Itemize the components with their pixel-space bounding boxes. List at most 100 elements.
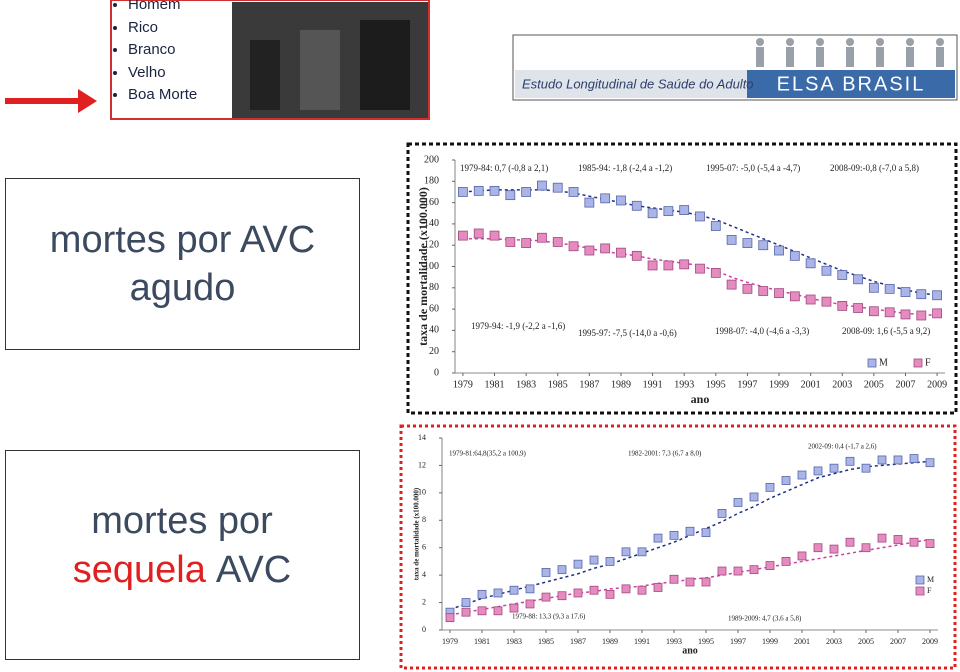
logo-figures (756, 38, 944, 67)
x-tick-label: 2007 (890, 637, 906, 646)
point (733, 498, 743, 507)
point (647, 260, 658, 271)
bullet: Boa Morte (128, 84, 197, 107)
y-tick-label: 100 (424, 261, 439, 272)
trend-line (462, 238, 938, 317)
point (805, 294, 816, 305)
x-tick-label: 2003 (826, 637, 842, 646)
x-tick-label: 1987 (579, 379, 599, 390)
bullet: Homem (128, 0, 197, 17)
y-axis-label: taxa de mortalidade (x100.000) (416, 187, 430, 346)
point (685, 577, 695, 587)
point (877, 533, 887, 543)
point (717, 566, 727, 576)
point (845, 456, 855, 466)
x-tick-label: 1981 (485, 379, 505, 390)
point (726, 234, 737, 245)
point (541, 568, 551, 577)
point (884, 307, 895, 318)
point (900, 287, 911, 297)
x-axis-label: ano (682, 645, 698, 656)
x-tick-label: 2005 (858, 637, 874, 646)
y-tick-label: 4 (422, 570, 426, 579)
point (669, 574, 679, 584)
point (525, 599, 535, 609)
point (733, 566, 743, 576)
x-tick-label: 1981 (474, 637, 490, 646)
y-tick-label: 14 (418, 433, 426, 442)
legend-label: F (927, 586, 932, 595)
point (925, 458, 935, 468)
point (813, 466, 823, 476)
point (521, 187, 532, 197)
point (521, 238, 532, 248)
point (584, 245, 595, 256)
box-text-highlight: sequela (73, 549, 207, 591)
point (477, 606, 487, 616)
point (679, 259, 690, 270)
annotation: 1985-94: -1,8 (-2,4 a -1,2) (578, 163, 672, 173)
point (821, 296, 832, 307)
chart-frame (399, 424, 957, 670)
logo-band (515, 70, 747, 98)
x-tick-label: 1979 (442, 637, 458, 646)
point (853, 303, 863, 313)
annotation: 1979-81:64,8(35,2 a 100,9) (449, 450, 526, 458)
point (789, 250, 800, 261)
y-tick-label: 140 (424, 218, 439, 229)
x-tick-label: 1993 (674, 379, 694, 390)
y-tick-label: 12 (418, 460, 426, 469)
x-tick-label: 1997 (737, 379, 757, 390)
point (868, 282, 879, 293)
y-tick-label: 0 (434, 367, 439, 378)
point (774, 288, 784, 299)
logo-name-band (747, 70, 955, 98)
bullet: Branco (128, 39, 197, 62)
legend-label: M (927, 575, 934, 584)
legend-swatch (915, 575, 925, 585)
point (805, 258, 816, 269)
point (742, 238, 753, 248)
point (605, 557, 615, 566)
y-tick-label: 8 (422, 515, 426, 524)
point (568, 187, 579, 197)
point (489, 230, 500, 241)
point (861, 543, 871, 553)
point (589, 585, 599, 595)
point (557, 591, 567, 601)
point (509, 585, 519, 595)
point (647, 208, 658, 219)
point (621, 547, 631, 557)
x-tick-label: 1983 (506, 637, 522, 646)
point (621, 584, 631, 594)
point (837, 270, 848, 280)
point (781, 557, 791, 566)
point (877, 455, 887, 465)
y-tick-label: 160 (424, 197, 439, 208)
point (909, 454, 919, 463)
point (663, 260, 674, 271)
photo-figure (300, 30, 340, 110)
trend-line (462, 189, 938, 296)
bullet: Rico (128, 17, 197, 40)
y-tick-label: 40 (429, 325, 439, 336)
point (584, 197, 595, 208)
point (616, 195, 626, 206)
point (884, 283, 895, 294)
point (758, 286, 769, 296)
point (758, 240, 769, 251)
x-tick-label: 2007 (895, 379, 915, 390)
annotation: 1982-2001: 7,3 (6,7 a 8,0) (628, 450, 702, 458)
point (710, 267, 721, 278)
annotation: 1989-2009: 4,7 (3,6 a 5,8) (728, 615, 802, 623)
point (505, 237, 516, 247)
point (458, 187, 468, 197)
y-tick-label: 180 (424, 176, 439, 187)
point (631, 250, 642, 261)
x-tick-label: 2001 (794, 637, 810, 646)
x-tick-label: 1991 (643, 379, 663, 390)
point (916, 310, 927, 321)
point (541, 592, 551, 602)
box-text: mortes por (91, 500, 273, 542)
